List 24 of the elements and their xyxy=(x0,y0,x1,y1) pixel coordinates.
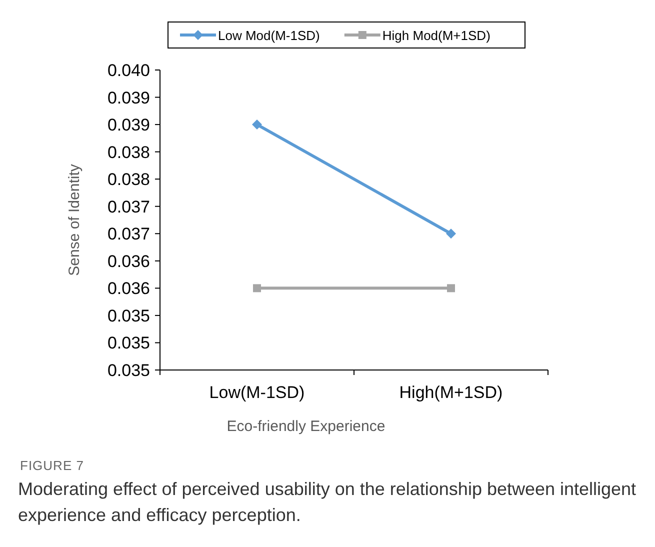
point xyxy=(447,284,455,292)
x-tick-label: High(M+1SD) xyxy=(399,383,503,402)
y-tick-label: 0.036 xyxy=(107,279,150,298)
y-tick-label: 0.039 xyxy=(107,116,150,135)
point xyxy=(446,228,456,239)
y-axis-title: Sense of Identity xyxy=(66,164,83,276)
x-tick-label: Low(M-1SD) xyxy=(209,383,305,402)
y-tick-label: 0.035 xyxy=(107,306,150,326)
legend-label: High Mod(M+1SD) xyxy=(382,28,490,43)
y-tick-label: 0.036 xyxy=(107,252,150,271)
y-tick-label: 0.037 xyxy=(107,224,150,244)
y-tick-label: 0.035 xyxy=(107,334,150,353)
y-tick-label: 0.035 xyxy=(107,361,150,380)
y-tick-label: 0.037 xyxy=(107,197,150,216)
point xyxy=(253,284,261,292)
text: Moderating effect of perceived usability on the relationship between intelligent experience and efficacy perception. xyxy=(18,478,638,527)
x-axis-title: Eco-friendly Experience xyxy=(226,418,386,435)
y-tick-label: 0.038 xyxy=(107,170,150,190)
caption: FIGURE 7 xyxy=(20,458,84,473)
y-tick-label: 0.040 xyxy=(107,61,150,80)
point xyxy=(252,120,262,130)
y-tick-label: 0.039 xyxy=(107,88,150,108)
legend-label: Low Mod(M-1SD) xyxy=(218,28,320,43)
y-tick-label: 0.038 xyxy=(107,142,150,162)
